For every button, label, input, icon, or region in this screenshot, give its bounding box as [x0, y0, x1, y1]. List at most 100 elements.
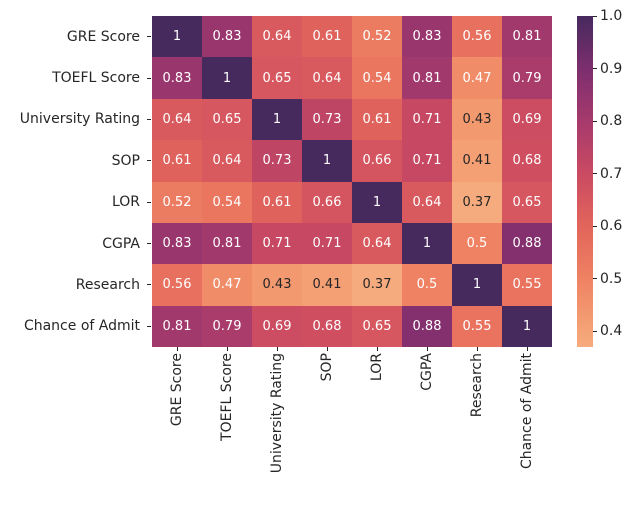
- heatmap-cell: 0.41: [302, 264, 352, 306]
- cell-annotation: 0.65: [362, 318, 392, 334]
- cell-annotation: 0.61: [312, 29, 342, 45]
- heatmap-cell: 0.69: [502, 98, 552, 141]
- colorbar-tick-label: 0.4: [600, 323, 623, 340]
- x-tick-mark: [526, 347, 528, 351]
- heatmap-cell: 0.64: [202, 140, 252, 182]
- y-tick-label: LOR: [111, 194, 140, 211]
- heatmap-cell: 1: [502, 305, 552, 347]
- y-tick-mark: [147, 160, 151, 162]
- heatmap-cell: 0.68: [302, 305, 352, 347]
- cell-annotation: 0.56: [162, 277, 192, 293]
- cell-annotation: 0.55: [512, 277, 542, 293]
- cell-annotation: 0.81: [512, 29, 542, 45]
- heatmap-cell: 0.65: [352, 305, 402, 347]
- colorbar-tick-label: 0.8: [600, 113, 623, 130]
- cell-annotation: 0.71: [412, 153, 442, 169]
- cell-annotation: 0.81: [412, 70, 442, 86]
- colorbar-tick-label: 0.5: [600, 270, 623, 287]
- cell-annotation: 0.73: [262, 153, 292, 169]
- x-tick-label: SOP: [319, 353, 335, 382]
- heatmap-cell: 0.55: [452, 305, 502, 347]
- heatmap-cell: 0.83: [152, 57, 202, 99]
- cell-annotation: 0.52: [362, 29, 392, 45]
- heatmap-cell: 0.37: [352, 264, 402, 306]
- x-tick-mark: [326, 347, 328, 351]
- y-tick-label: SOP: [111, 152, 140, 169]
- cell-annotation: 1: [272, 111, 282, 127]
- x-tick-mark: [276, 347, 278, 351]
- heatmap-cell: 0.64: [302, 57, 352, 99]
- heatmap-cell: 0.64: [352, 222, 402, 265]
- cell-annotation: 0.66: [312, 194, 342, 210]
- y-tick-mark: [147, 284, 151, 286]
- colorbar-tick-mark: [593, 278, 597, 280]
- heatmap-cell: 0.52: [152, 181, 202, 223]
- heatmap-cell: 0.61: [302, 16, 352, 58]
- heatmap-cell: 1: [302, 140, 352, 182]
- heatmap-cell: 0.56: [152, 264, 202, 306]
- heatmap-cell: 1: [202, 57, 252, 99]
- heatmap-grid: 1 0.83 0.64 0.61 0.52 0.83 0.56 0.81 0.83 1 0.65 0.…: [152, 16, 552, 347]
- cell-annotation: 0.61: [362, 111, 392, 127]
- x-axis-tick-labels: GRE Score TOEFL Score University Rating SOP…: [152, 353, 552, 493]
- cell-annotation: 0.65: [512, 194, 542, 210]
- colorbar-tick-label: 1.0: [600, 8, 623, 24]
- cell-annotation: 0.65: [212, 111, 242, 127]
- cell-annotation: 0.81: [212, 236, 242, 252]
- cell-annotation: 1: [472, 277, 482, 293]
- cell-annotation: 0.64: [362, 236, 392, 252]
- cell-annotation: 0.88: [412, 318, 442, 334]
- cell-annotation: 0.83: [162, 70, 192, 86]
- colorbar-tick-label: 0.7: [600, 165, 623, 182]
- cell-annotation: 0.54: [362, 70, 392, 86]
- heatmap-cell: 1: [402, 222, 452, 265]
- heatmap-cell: 0.5: [452, 222, 502, 265]
- y-tick-mark: [147, 201, 151, 203]
- heatmap-cell: 0.66: [352, 140, 402, 182]
- heatmap-cell: 0.69: [252, 305, 302, 347]
- heatmap-cell: 0.71: [302, 222, 352, 265]
- cell-annotation: 0.41: [312, 277, 342, 293]
- heatmap-cell: 0.65: [202, 98, 252, 141]
- y-tick-mark: [147, 36, 151, 38]
- heatmap-cell: 0.71: [252, 222, 302, 265]
- heatmap-cell: 0.64: [402, 181, 452, 223]
- cell-annotation: 0.61: [162, 153, 192, 169]
- heatmap-cell: 0.83: [152, 222, 202, 265]
- x-tick-mark: [476, 347, 478, 351]
- x-tick-mark: [176, 347, 178, 351]
- heatmap-cell: 0.65: [502, 181, 552, 223]
- x-tick-mark: [226, 347, 228, 351]
- cell-annotation: 1: [522, 318, 532, 334]
- heatmap-cell: 0.71: [402, 98, 452, 141]
- heatmap-cell: 0.54: [202, 181, 252, 223]
- colorbar-tick-mark: [593, 173, 597, 175]
- heatmap-cell: 0.73: [302, 98, 352, 141]
- cell-annotation: 0.88: [512, 236, 542, 252]
- cell-annotation: 0.71: [312, 236, 342, 252]
- cell-annotation: 0.83: [412, 29, 442, 45]
- cell-annotation: 1: [372, 194, 382, 210]
- heatmap-cell: 0.47: [452, 57, 502, 99]
- cell-annotation: 0.5: [416, 277, 438, 293]
- heatmap-cell: 0.65: [252, 57, 302, 99]
- colorbar: [577, 16, 593, 347]
- y-tick-label: CGPA: [102, 235, 140, 252]
- heatmap-cell: 0.88: [502, 222, 552, 265]
- colorbar-tick-label: 0.9: [600, 60, 623, 77]
- heatmap-cell: 0.83: [402, 16, 452, 58]
- cell-annotation: 0.81: [162, 318, 192, 334]
- cell-annotation: 0.71: [412, 111, 442, 127]
- heatmap-cell: 0.73: [252, 140, 302, 182]
- y-tick-label: University Rating: [19, 111, 140, 128]
- colorbar-tick-mark: [593, 330, 597, 332]
- cell-annotation: 0.43: [462, 111, 492, 127]
- x-tick-label: LOR: [369, 353, 385, 382]
- heatmap-cell: 0.52: [352, 16, 402, 58]
- x-tick-label: University Rating: [269, 353, 285, 474]
- y-tick-mark: [147, 118, 151, 120]
- cell-annotation: 0.64: [162, 111, 192, 127]
- cell-annotation: 0.64: [212, 153, 242, 169]
- cell-annotation: 0.56: [462, 29, 492, 45]
